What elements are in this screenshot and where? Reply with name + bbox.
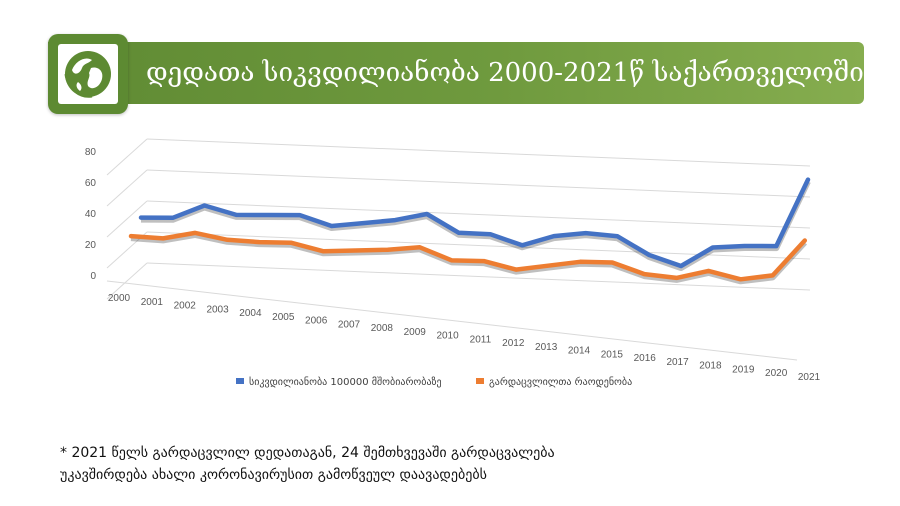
x-tick-label: 2012 xyxy=(502,338,525,349)
gridline xyxy=(146,262,811,291)
x-tick-label: 2019 xyxy=(732,364,755,375)
data-point xyxy=(386,248,390,252)
x-tick-label: 2021 xyxy=(798,372,821,383)
data-point xyxy=(322,249,326,253)
data-point xyxy=(774,244,778,248)
series-line-shadow xyxy=(140,180,811,271)
data-point xyxy=(514,268,518,272)
data-point xyxy=(129,234,133,238)
y-tick-label: 0 xyxy=(90,271,96,282)
data-point xyxy=(584,231,588,235)
chart-legend: სიკვდილიანობა 100000 მშობიარობაზე გარდაცვ… xyxy=(236,376,632,388)
data-point xyxy=(806,178,810,182)
data-point xyxy=(457,231,461,235)
title-banner xyxy=(48,42,864,104)
data-point xyxy=(743,244,747,248)
data-point xyxy=(171,216,175,220)
legend-swatch xyxy=(236,378,244,384)
x-tick-label: 2011 xyxy=(470,334,492,345)
data-point xyxy=(520,243,524,247)
data-point xyxy=(225,238,229,242)
gridline-depth xyxy=(106,200,148,238)
data-point xyxy=(257,240,261,244)
data-point xyxy=(711,245,715,249)
data-point xyxy=(647,253,651,257)
data-point xyxy=(707,269,711,273)
data-point xyxy=(193,231,197,235)
data-point xyxy=(546,264,550,268)
data-point xyxy=(610,260,614,264)
data-point xyxy=(488,232,492,236)
x-tick-label: 2008 xyxy=(371,323,394,334)
data-point xyxy=(425,212,429,216)
y-tick-label: 60 xyxy=(85,178,97,189)
data-point xyxy=(393,218,397,222)
y-tick-label: 20 xyxy=(85,240,97,251)
data-point xyxy=(771,273,775,277)
data-point xyxy=(361,221,365,225)
y-tick-label: 80 xyxy=(85,147,97,158)
data-point xyxy=(234,213,238,217)
footnote-line-1: * 2021 წელს გარდაცვლილ დედათაგან, 24 შემ… xyxy=(60,445,555,461)
legend-swatch xyxy=(476,378,484,384)
legend-label: სიკვდილიანობა 100000 მშობიარობაზე xyxy=(249,376,442,388)
data-point xyxy=(161,236,165,240)
data-point xyxy=(298,213,302,217)
data-point xyxy=(642,272,646,276)
x-tick-label: 2010 xyxy=(436,331,459,342)
x-tick-label: 2017 xyxy=(666,357,689,368)
gridline xyxy=(146,200,811,229)
legend-label: გარდაცვლილთა რაოდენობა xyxy=(489,376,632,388)
x-tick-label: 2013 xyxy=(535,342,558,353)
data-point xyxy=(418,245,422,249)
x-tick-label: 2018 xyxy=(699,361,722,372)
data-point xyxy=(330,224,334,228)
x-tick-label: 2004 xyxy=(239,308,262,319)
footnote: * 2021 წელს გარდაცვლილ დედათაგან, 24 შემ… xyxy=(60,442,700,486)
data-point xyxy=(739,277,743,281)
x-tick-label: 2016 xyxy=(634,353,657,364)
x-tick-label: 2009 xyxy=(404,327,427,338)
y-tick-label: 40 xyxy=(85,209,97,220)
gridline-depth xyxy=(106,138,148,176)
data-point xyxy=(578,260,582,264)
series-line-1 xyxy=(138,177,811,269)
x-tick-label: 2000 xyxy=(108,293,131,304)
series-line-2 xyxy=(128,230,808,282)
data-point xyxy=(289,241,293,245)
data-point xyxy=(266,213,270,217)
x-tick-label: 2020 xyxy=(765,368,788,379)
x-tick-label: 2006 xyxy=(305,316,328,327)
data-point xyxy=(482,259,486,263)
x-tick-label: 2002 xyxy=(174,301,197,312)
data-point xyxy=(450,258,454,262)
data-point xyxy=(679,264,683,268)
x-tick-label: 2005 xyxy=(272,312,295,323)
x-tick-label: 2015 xyxy=(601,349,624,360)
page-title: დედათა სიკვდილიანობა 2000-2021წ საქართვე… xyxy=(146,58,864,88)
x-tick-label: 2007 xyxy=(338,319,361,330)
gridline xyxy=(146,138,811,167)
footnote-line-2: უკავშირდება ახალი კორონავირუსით გამოწვეუ… xyxy=(60,467,487,483)
data-point xyxy=(552,234,556,238)
globe-icon xyxy=(64,51,111,98)
data-point xyxy=(139,216,143,220)
data-point xyxy=(803,239,807,242)
x-tick-label: 2014 xyxy=(568,346,591,357)
x-tick-label: 2001 xyxy=(141,297,164,308)
data-point xyxy=(674,276,678,280)
logo xyxy=(48,34,128,114)
gridline-depth xyxy=(106,169,148,207)
gridline xyxy=(146,169,811,198)
x-tick-label: 2003 xyxy=(206,304,229,315)
floor-edge xyxy=(106,280,798,361)
data-point xyxy=(354,248,358,252)
data-point xyxy=(615,234,619,238)
gridline-depth xyxy=(106,262,148,300)
data-point xyxy=(203,203,207,207)
